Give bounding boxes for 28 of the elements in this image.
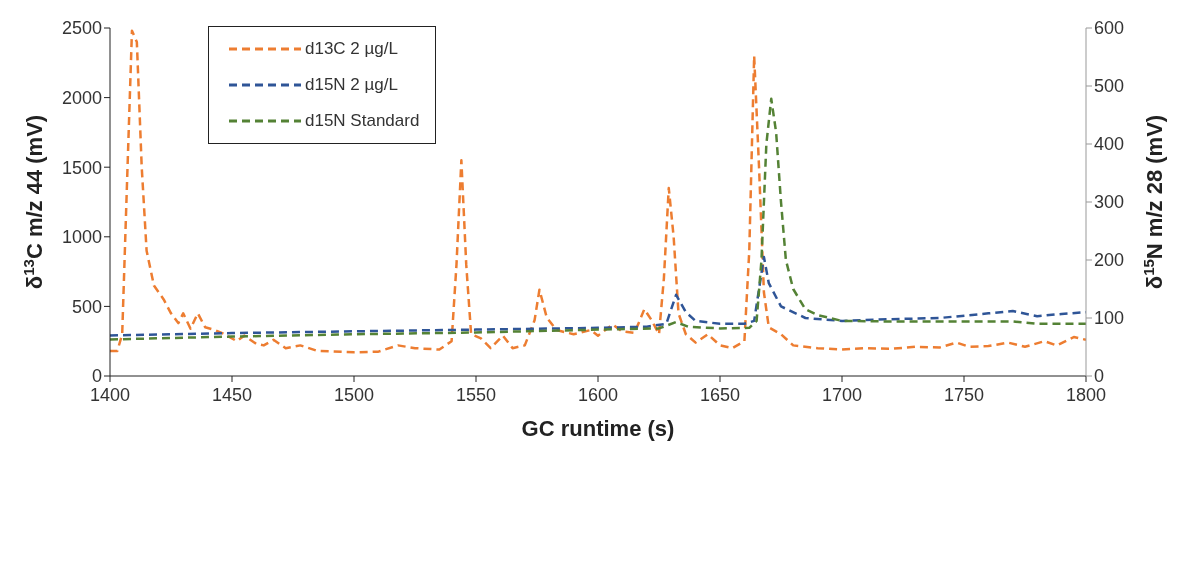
legend-label: d15N Standard (305, 111, 420, 131)
x-tick-label: 1550 (455, 384, 497, 405)
x-tick-label: 1400 (89, 384, 131, 405)
x-tick-label: 1500 (333, 384, 375, 405)
y-tick-label: 1000 (61, 227, 102, 248)
y2-tick-label: 500 (1094, 76, 1125, 97)
x-tick-label: 1600 (577, 384, 619, 405)
y-tick-label: 2500 (61, 18, 102, 39)
y2-tick-label: 100 (1094, 308, 1125, 329)
y2-tick-label: 300 (1094, 192, 1125, 213)
legend-label: d13C 2 µg/L (305, 39, 398, 59)
y2-tick-label: 400 (1094, 134, 1125, 155)
line-series (110, 97, 1086, 341)
legend-label: d15N 2 µg/L (305, 75, 398, 95)
x-tick-label: 1700 (821, 384, 863, 405)
x-tick-label: 1750 (943, 384, 985, 405)
y-tick-label: 0 (91, 366, 102, 387)
y-tick-label: 500 (71, 296, 102, 317)
y2-tick-label: 0 (1094, 366, 1105, 387)
y2-tick-label: 600 (1094, 18, 1125, 39)
x-axis-title: GC runtime (s) (521, 416, 675, 441)
line-series (110, 29, 1086, 354)
y2-tick-label: 200 (1094, 250, 1125, 271)
x-tick-label: 1450 (211, 384, 253, 405)
y-tick-label: 1500 (61, 157, 102, 178)
y-tick-label: 2000 (61, 87, 102, 108)
x-tick-label: 1650 (699, 384, 741, 405)
x-tick-label: 1800 (1065, 384, 1107, 405)
